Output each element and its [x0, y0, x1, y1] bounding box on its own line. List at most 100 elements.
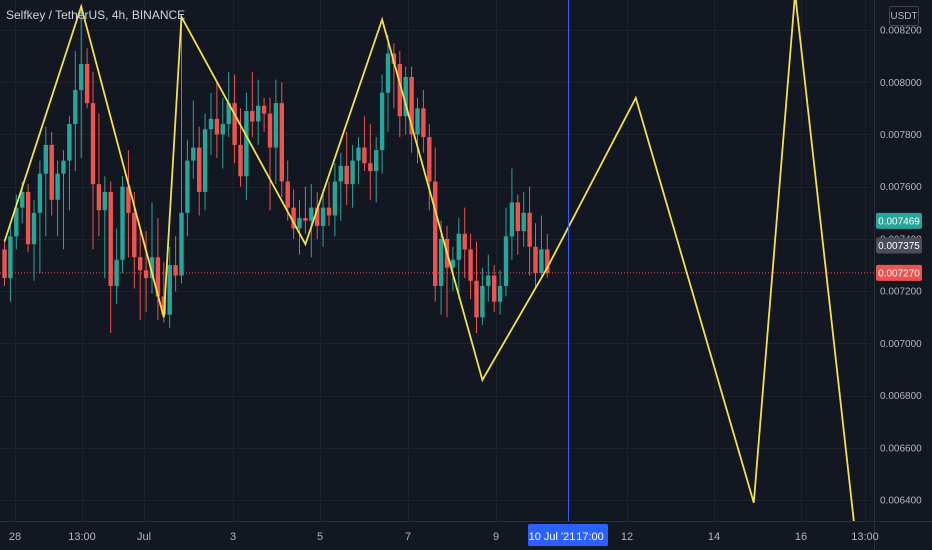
candle-body — [374, 150, 379, 172]
candle-body — [303, 218, 308, 221]
candle-body — [403, 77, 408, 117]
candle-body — [61, 160, 66, 174]
candle-body — [120, 186, 125, 260]
candle-body — [527, 212, 532, 247]
candle-body — [126, 186, 131, 213]
y-tick-label: 0.007200 — [880, 287, 922, 298]
price-badge — [876, 237, 922, 254]
candle-body — [191, 147, 196, 161]
candle-body — [67, 124, 72, 161]
candle-body — [132, 212, 137, 258]
y-tick-label: 0.008200 — [880, 26, 922, 37]
candle-body — [456, 233, 461, 260]
candle-body — [427, 137, 432, 182]
candle-body — [545, 249, 550, 273]
price-badge-label: 0.007375 — [878, 241, 920, 252]
candle-body — [167, 265, 172, 315]
candle-body — [79, 63, 84, 91]
candle-body — [49, 144, 54, 200]
candle-body — [155, 257, 161, 297]
candle-body — [309, 207, 314, 221]
candle-body — [415, 108, 420, 135]
x-tick-label: 12 — [621, 531, 633, 543]
candle-body — [356, 147, 361, 161]
candle-body — [468, 249, 473, 281]
candle-body — [285, 181, 290, 208]
price-badge-label: 0.007270 — [878, 268, 920, 279]
candle-body — [480, 285, 485, 318]
x-tick-label: 13:00 — [851, 531, 879, 543]
currency-button[interactable]: USDT — [889, 6, 919, 26]
candle-body — [14, 207, 19, 237]
x-tick-label: 5 — [317, 531, 323, 543]
candle-body — [368, 163, 373, 172]
candle-body — [73, 90, 78, 125]
candle-body — [244, 110, 249, 177]
candle-body — [533, 246, 538, 273]
candle-body — [474, 280, 479, 318]
x-tick-label: 7 — [405, 531, 411, 543]
candle-body — [96, 184, 102, 211]
zigzag-drawing[interactable] — [3, 0, 855, 524]
candle-body — [55, 173, 60, 200]
candle-body — [326, 207, 332, 216]
y-tick-label: 0.006400 — [880, 496, 922, 507]
candle-body — [297, 218, 302, 229]
candle-body — [114, 259, 119, 286]
candle-body — [185, 160, 190, 213]
time-axis[interactable] — [0, 521, 874, 550]
candle-body — [344, 165, 349, 185]
y-tick-label: 0.006800 — [880, 391, 922, 402]
candle-body — [226, 103, 231, 125]
candle-body — [267, 113, 273, 148]
price-badge — [876, 264, 922, 281]
crosshair-time-label: 17:00 — [576, 531, 604, 543]
candle-body — [515, 202, 520, 232]
candle-body — [250, 110, 255, 122]
candle-body — [539, 249, 544, 273]
candle-body — [256, 105, 261, 122]
candle-body — [149, 257, 155, 279]
candle-body — [492, 275, 497, 302]
candle-body — [102, 191, 107, 211]
candle-body — [143, 270, 149, 279]
candle-body — [450, 259, 456, 268]
candle-body — [421, 108, 426, 138]
candle-body — [31, 212, 37, 245]
candle-body — [84, 63, 90, 104]
x-tick-label: 3 — [230, 531, 236, 543]
candle-body — [362, 147, 367, 164]
candle-body — [385, 53, 391, 93]
candle-body — [214, 118, 220, 135]
candle-body — [397, 63, 402, 117]
y-tick-label: 0.007800 — [880, 130, 922, 141]
price-badge-label: 0.007469 — [878, 216, 920, 227]
candle-body — [497, 285, 503, 302]
candle-body — [486, 275, 491, 286]
candle-body — [90, 103, 96, 185]
y-tick-label: 0.006600 — [880, 443, 922, 454]
x-tick-label: 13:00 — [68, 531, 96, 543]
candle-body — [197, 147, 202, 192]
candle-body — [433, 181, 438, 286]
candle-body — [438, 238, 444, 286]
candle-body — [279, 103, 284, 182]
candle-body — [37, 173, 43, 213]
candle-body — [315, 207, 320, 226]
candle-body — [232, 103, 237, 145]
candle-body — [220, 124, 225, 135]
candle-body — [409, 77, 414, 135]
candle-body — [332, 181, 338, 216]
crosshair-date-label: 10 Jul '21 — [529, 531, 576, 543]
candle-body — [503, 236, 509, 286]
candle-body — [273, 103, 279, 148]
candle-body — [379, 92, 385, 151]
x-tick-label: 16 — [795, 531, 807, 543]
candle-body — [25, 191, 31, 245]
candle-body — [320, 207, 326, 226]
candle-body — [179, 212, 184, 276]
chart-title: Selfkey / TetherUS, 4h, BINANCE — [6, 8, 186, 22]
candle-body — [261, 105, 267, 114]
candle-body — [202, 129, 208, 192]
